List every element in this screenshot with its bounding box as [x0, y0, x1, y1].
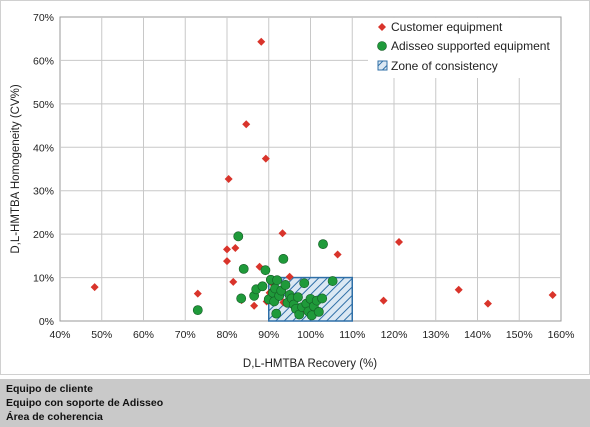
adisseo-point [271, 308, 282, 319]
x-tick-label: 140% [464, 329, 491, 341]
x-tick-label: 150% [506, 329, 533, 341]
legend: Customer equipment Adisseo supported equ… [368, 18, 560, 78]
y-tick-label: 20% [33, 229, 54, 241]
y-tick-label: 0% [39, 316, 54, 328]
customer-point [483, 299, 492, 308]
adisseo-point [327, 276, 338, 286]
x-tick-label: 110% [339, 329, 365, 341]
customer-point [454, 285, 463, 294]
x-tick-label: 70% [175, 329, 196, 341]
chart-frame: 40% 50% 60% 70% 80% 90% 100% 110% 120% 130% 140% 15… [0, 0, 590, 375]
adisseo-point [317, 293, 328, 304]
x-tick-label: 100% [297, 329, 324, 341]
y-tick-label: 50% [33, 99, 54, 111]
caption-box: Equipo de cliente Equipo con soporte de … [0, 379, 590, 427]
legend-zone-icon [377, 60, 388, 71]
legend-circle-icon [377, 41, 387, 51]
x-tick-label: 160% [548, 329, 575, 341]
adisseo-point [318, 239, 328, 250]
adisseo-point [192, 305, 203, 316]
customer-point [285, 272, 294, 281]
legend-diamond-icon [378, 23, 386, 31]
adisseo-point [293, 292, 303, 303]
x-tick-label: 50% [91, 329, 112, 341]
y-tick-label: 70% [33, 12, 54, 24]
y-tick-label: 60% [33, 55, 54, 67]
adisseo-point [257, 281, 268, 292]
tick-labels: 40% 50% 60% 70% 80% 90% 100% 110% 120% 130% 140% 15… [33, 12, 574, 341]
customer-point [224, 174, 233, 183]
data-points [90, 37, 557, 321]
customer-point [278, 229, 287, 238]
customer-point [193, 289, 202, 298]
adisseo-point [260, 265, 271, 276]
x-axis-title: D,L-HMTBA Recovery (%) [243, 358, 377, 370]
x-tick-label: 60% [133, 329, 154, 341]
customer-point [395, 237, 404, 246]
legend-box [368, 18, 560, 78]
legend-label-zone: Zone of consistency [391, 59, 498, 73]
customer-point [223, 245, 231, 254]
customer-point [548, 290, 557, 299]
x-tick-label: 80% [216, 329, 237, 341]
caption-line-customer: Equipo de cliente [6, 383, 93, 395]
customer-point [242, 120, 251, 129]
legend-label-customer: Customer equipment [391, 20, 503, 34]
legend-label-adisseo: Adisseo supported equipment [391, 39, 550, 53]
adisseo-point [238, 263, 249, 274]
customer-point [333, 250, 342, 259]
customer-point [379, 296, 388, 305]
adisseo-point [313, 306, 324, 317]
customer-point [250, 301, 259, 310]
adisseo-point [236, 293, 247, 304]
caption-line-zone: Área de coherencia [6, 411, 103, 423]
y-tick-label: 40% [33, 142, 54, 154]
y-axis-title: D,L-HMTBA Homogeneity (CV%) [10, 84, 22, 254]
adisseo-point [233, 231, 244, 242]
customer-point [257, 37, 266, 46]
x-tick-label: 40% [49, 329, 70, 341]
adisseo-point [299, 278, 310, 289]
caption-line-adisseo: Equipo con soporte de Adisseo [6, 397, 164, 409]
customer-point [90, 283, 99, 292]
customer-point [261, 154, 270, 163]
scatter-chart: 40% 50% 60% 70% 80% 90% 100% 110% 120% 130% 140% 15… [10, 12, 574, 370]
x-tick-label: 130% [422, 329, 449, 341]
y-tick-label: 30% [33, 186, 54, 198]
adisseo-point [272, 275, 282, 286]
customer-point [231, 244, 240, 253]
adisseo-point [278, 253, 289, 264]
y-tick-label: 10% [33, 273, 54, 285]
customer-point [229, 277, 238, 286]
customer-point [223, 257, 231, 266]
adisseo-point [280, 280, 291, 290]
x-tick-label: 90% [258, 329, 279, 341]
x-tick-label: 120% [381, 329, 408, 341]
